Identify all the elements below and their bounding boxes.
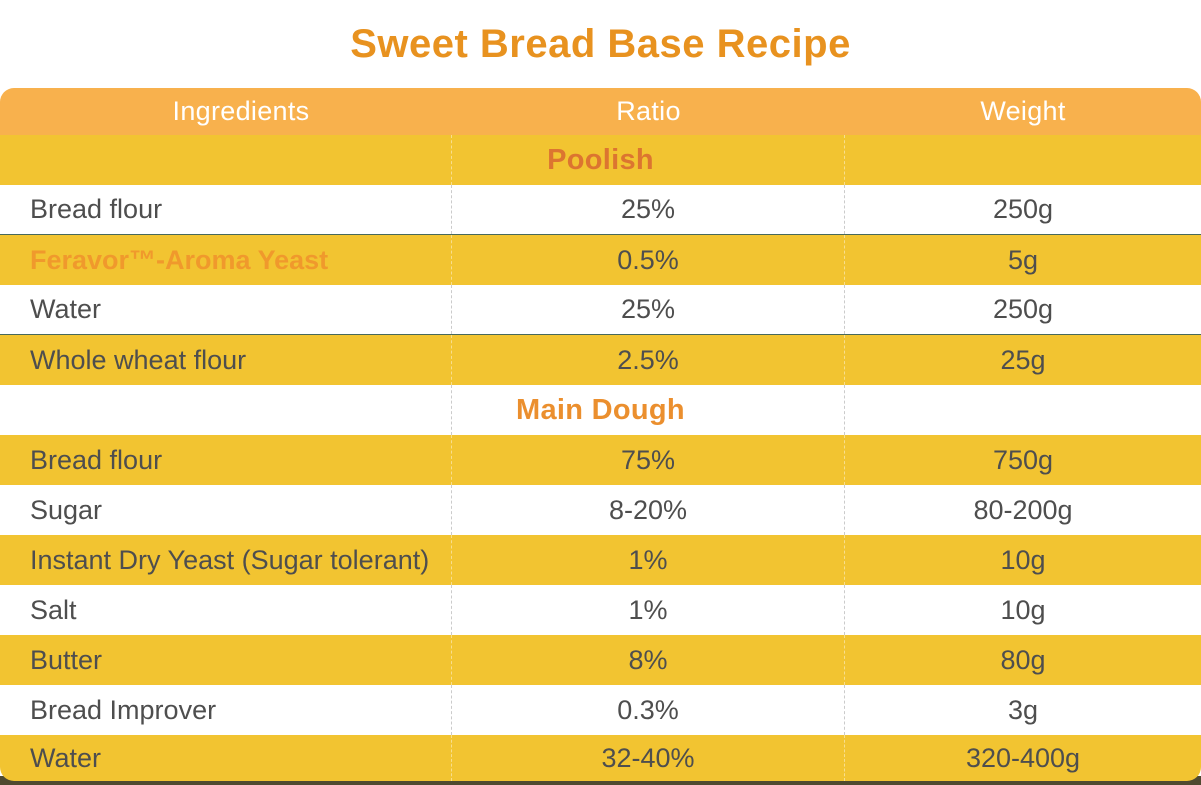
section-cell-spacer [0,135,452,185]
ingredient-name-cell: Feravor™-Aroma Yeast [0,235,452,285]
ratio-cell: 25% [452,185,845,234]
table-row: Water 25% 250g [0,285,1201,335]
table-row: Whole wheat flour 2.5% 25g [0,335,1201,385]
table-row: Instant Dry Yeast (Sugar tolerant) 1% 10… [0,535,1201,585]
ingredient-name-cell: Water [0,285,452,334]
weight-cell: 80g [1000,644,1046,675]
ingredient-name-cell: Bread flour [0,435,452,485]
ratio-cell: 0.5% [452,235,845,285]
ratio-cell: 32-40% [452,735,845,781]
ingredient-name-cell: Instant Dry Yeast (Sugar tolerant) [0,535,452,585]
ratio-cell: 1% [452,585,845,635]
ratio-cell: 8-20% [452,485,845,535]
ratio-cell: 75% [452,435,845,485]
section-cell-spacer [452,135,845,185]
weight-cell: 25g [1000,344,1046,375]
table-row: Bread flour 75% 750g [0,435,1201,485]
table-row: Bread Improver 0.3% 3g [0,685,1201,735]
section-row: Main Dough [0,385,1201,435]
table-header-row: Ingredients Ratio Weight [0,88,1201,135]
table-body: Poolish Bread flour 25% 250g Feravor™-Ar… [0,135,1201,781]
ratio-cell: 1% [452,535,845,585]
column-header-ingredients: Ingredients [172,96,310,126]
section-label: Main Dough [516,393,685,426]
weight-cell: 750g [992,444,1054,475]
table-row: Bread flour 25% 250g [0,185,1201,235]
ratio-cell: 8% [452,635,845,685]
table-row: Salt 1% 10g [0,585,1201,635]
page-title: Sweet Bread Base Recipe [350,21,851,66]
weight-cell: 320-400g [965,742,1081,773]
recipe-table: Ingredients Ratio Weight Poolish Bread f… [0,88,1201,781]
ingredient-name-cell: Bread Improver [0,685,452,735]
column-header-ratio: Ratio [616,96,681,126]
section-cell-spacer [0,385,452,435]
weight-cell: 80-200g [973,494,1073,525]
weight-cell: 250g [992,294,1054,324]
ingredient-name-cell: Sugar [0,485,452,535]
weight-cell: 5g [1007,244,1039,275]
ratio-cell: 0.3% [452,685,845,735]
weight-cell: 250g [992,194,1054,224]
table-row: Butter 8% 80g [0,635,1201,685]
ingredient-name-cell: Water [0,735,452,781]
table-row: Feravor™-Aroma Yeast 0.5% 5g [0,235,1201,285]
ratio-cell: 2.5% [452,335,845,385]
ingredient-name-cell: Salt [0,585,452,635]
table-row: Water 32-40% 320-400g [0,735,1201,781]
table-row: Sugar 8-20% 80-200g [0,485,1201,535]
ingredient-name-cell: Whole wheat flour [0,335,452,385]
section-label: Poolish [547,143,654,176]
section-cell-spacer [452,385,845,435]
ingredient-name-cell: Butter [0,635,452,685]
weight-cell: 10g [1000,594,1046,625]
column-header-weight: Weight [980,96,1066,126]
section-row: Poolish [0,135,1201,185]
ratio-cell: 25% [452,285,845,334]
ingredient-name-cell: Bread flour [0,185,452,234]
weight-cell: 10g [1000,544,1046,575]
weight-cell: 3g [1007,694,1039,725]
